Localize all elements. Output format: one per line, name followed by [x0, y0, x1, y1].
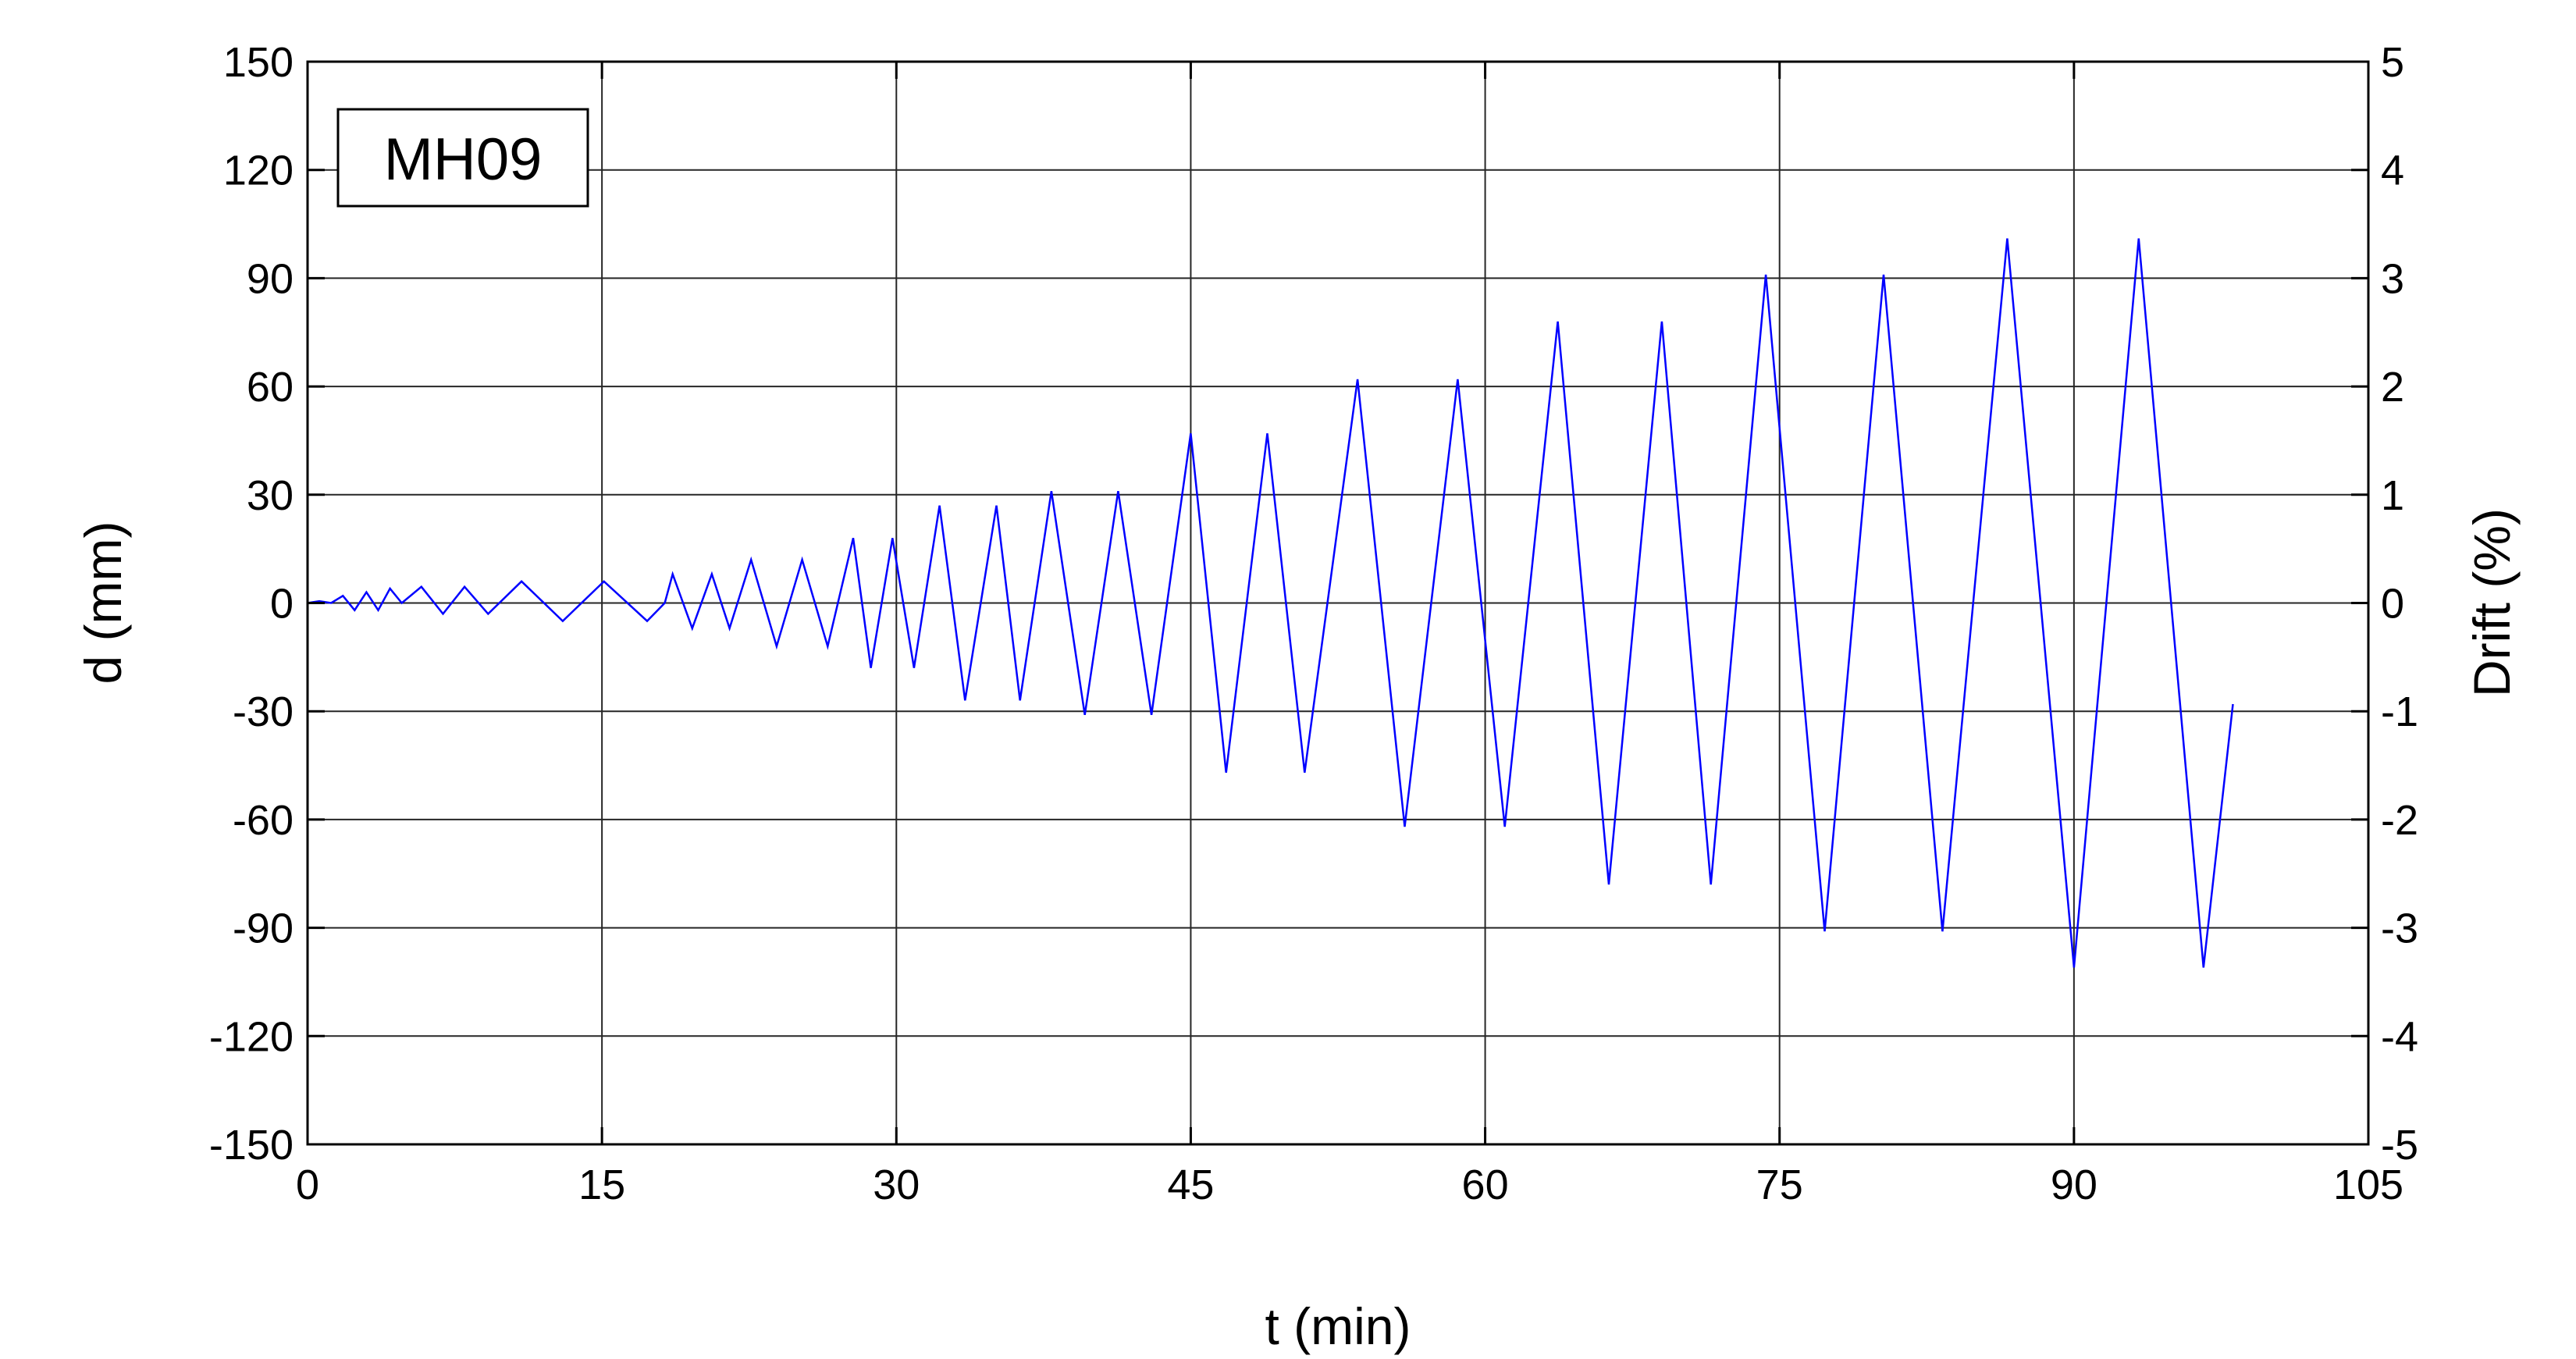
x-tick-label: 45	[1167, 1162, 1214, 1208]
y-tick-label: -90	[233, 905, 294, 952]
grid	[308, 62, 2368, 1144]
x-axis-label: t (min)	[1265, 1297, 1411, 1355]
y-tick-label: 90	[247, 255, 294, 302]
y2-tick-label: -2	[2381, 797, 2418, 844]
y2-tick-label: 5	[2381, 39, 2404, 86]
x-tick-label: 105	[2333, 1162, 2403, 1208]
y-axis-label: d (mm)	[74, 521, 132, 685]
series-layer	[307, 238, 2234, 968]
y2-tick-label: 3	[2381, 255, 2404, 302]
y2-tick-label: 1	[2381, 472, 2404, 519]
y-tick-label: 150	[223, 39, 294, 86]
y2-tick-label: 4	[2381, 148, 2404, 194]
y-tick-label: 30	[247, 472, 294, 519]
y-tick-label: -150	[209, 1122, 294, 1169]
x-tick-label: 90	[2051, 1162, 2097, 1208]
series-line-0	[307, 238, 2234, 968]
chart-tag: MH09	[384, 126, 543, 193]
y-tick-label: 120	[223, 148, 294, 194]
ticks: 0 15 30 45 60 75 90 105-150-120-90-60-300306090…	[209, 39, 2418, 1208]
y-tick-label: -30	[233, 688, 294, 735]
x-tick-label: 75	[1756, 1162, 1803, 1208]
x-tick-label: 60	[1462, 1162, 1509, 1208]
y2-tick-label: 2	[2381, 364, 2404, 411]
y-tick-label: 60	[247, 364, 294, 411]
x-tick-label: 15	[578, 1162, 625, 1208]
y2-axis-label: Drift (%)	[2463, 508, 2521, 697]
y2-tick-label: -5	[2381, 1122, 2418, 1169]
x-tick-label: 0	[296, 1162, 319, 1208]
y-tick-label: -120	[209, 1013, 294, 1060]
y-tick-label: -60	[233, 797, 294, 844]
y2-tick-label: -3	[2381, 905, 2418, 952]
y2-tick-label: -1	[2381, 688, 2418, 735]
tag-box: MH09	[336, 108, 589, 208]
x-tick-label: 30	[873, 1162, 920, 1208]
y-tick-label: 0	[270, 581, 294, 628]
y2-tick-label: 0	[2381, 581, 2404, 628]
y2-tick-label: -4	[2381, 1013, 2418, 1060]
